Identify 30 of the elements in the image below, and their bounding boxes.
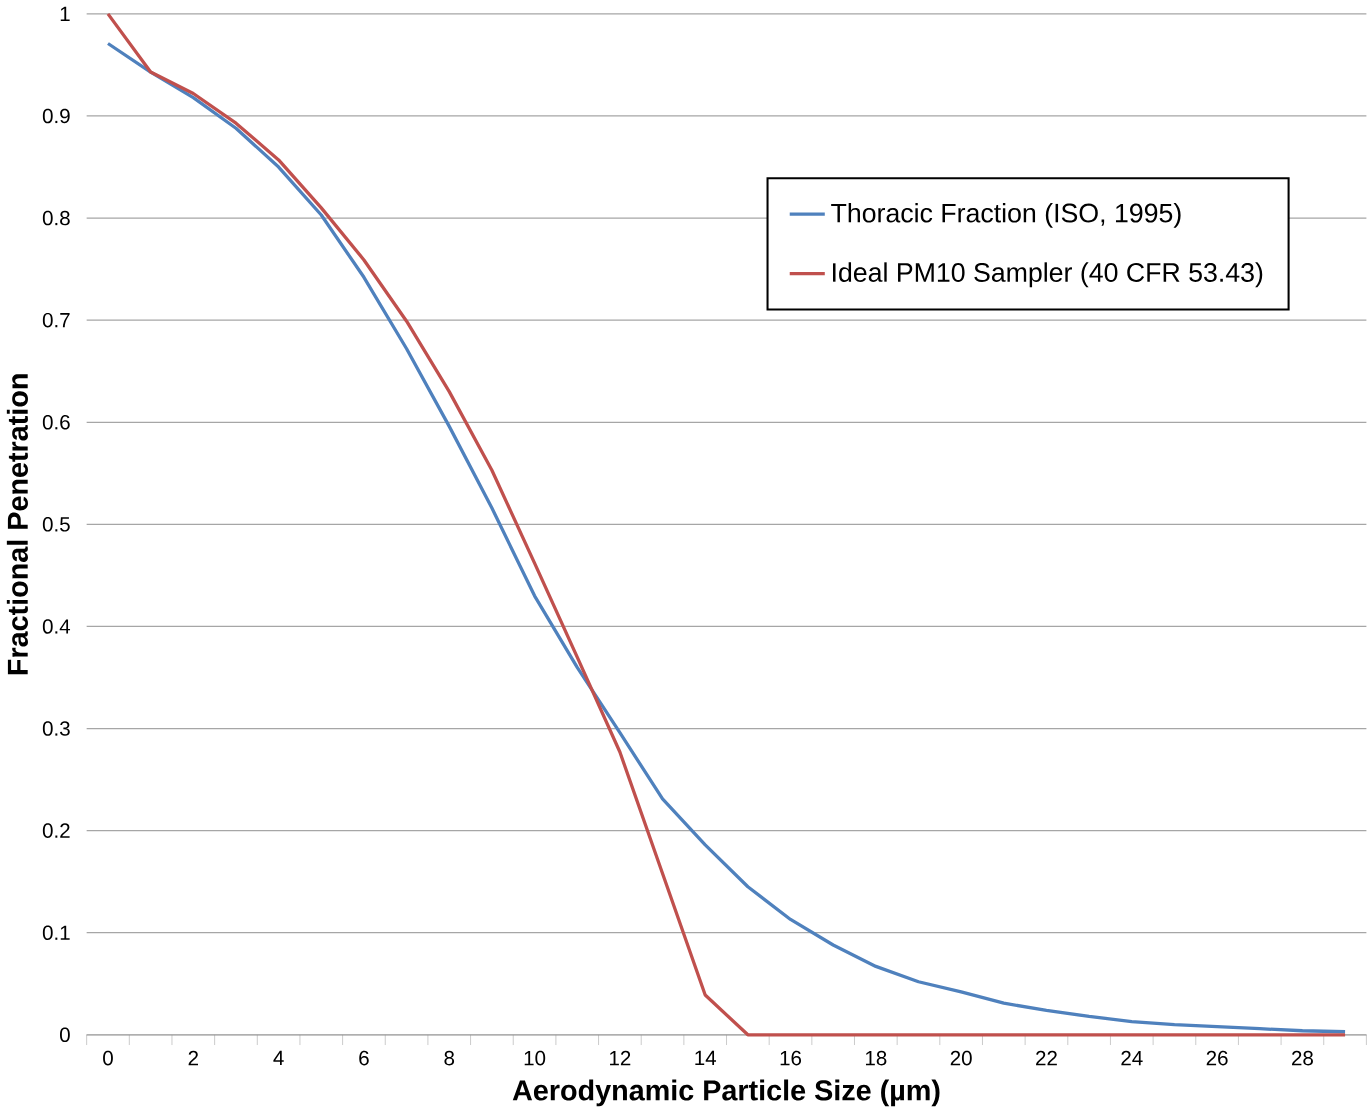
x-tick-label: 2 (188, 1050, 198, 1066)
y-axis-title: Fractional Penetration (6, 374, 28, 675)
x-tick-label: 18 (865, 1050, 887, 1066)
y-tick-label: 0 (60, 1027, 70, 1043)
x-tick-label: 8 (444, 1050, 455, 1066)
x-tick-label: 22 (1036, 1050, 1057, 1066)
y-tick-label: 0.4 (42, 619, 71, 634)
x-tick-label: 12 (610, 1050, 631, 1066)
y-tick-label: 1 (60, 6, 70, 21)
y-tick-label: 0.1 (42, 925, 70, 940)
x-tick-label: 28 (1292, 1050, 1313, 1066)
y-tick-label: 0.7 (42, 312, 70, 328)
x-tick-label: 20 (950, 1050, 972, 1066)
legend-label: Ideal PM10 Sampler (40 CFR 53.43) (833, 262, 1263, 288)
x-tick-label: 4 (273, 1050, 284, 1065)
y-tick-label: 0.5 (42, 517, 70, 532)
x-tick-label: 24 (1121, 1050, 1143, 1066)
x-tick-label: 16 (780, 1050, 802, 1066)
y-tick-label: 0.6 (42, 414, 70, 430)
legend-label: Thoracic Fraction (ISO, 1995) (831, 202, 1181, 228)
y-tick-label: 0.9 (42, 108, 70, 124)
x-tick-label: 6 (359, 1050, 369, 1066)
x-axis-title: Aerodynamic Particle Size (µm) (512, 1079, 940, 1107)
x-tick-label: 0 (103, 1050, 113, 1066)
y-tick-label: 0.8 (42, 210, 70, 226)
x-tick-label: 10 (524, 1050, 546, 1066)
x-tick-label: 14 (695, 1050, 717, 1065)
x-tick-label: 26 (1206, 1050, 1228, 1066)
y-tick-label: 0.3 (42, 721, 70, 736)
y-tick-label: 0.2 (42, 823, 70, 838)
